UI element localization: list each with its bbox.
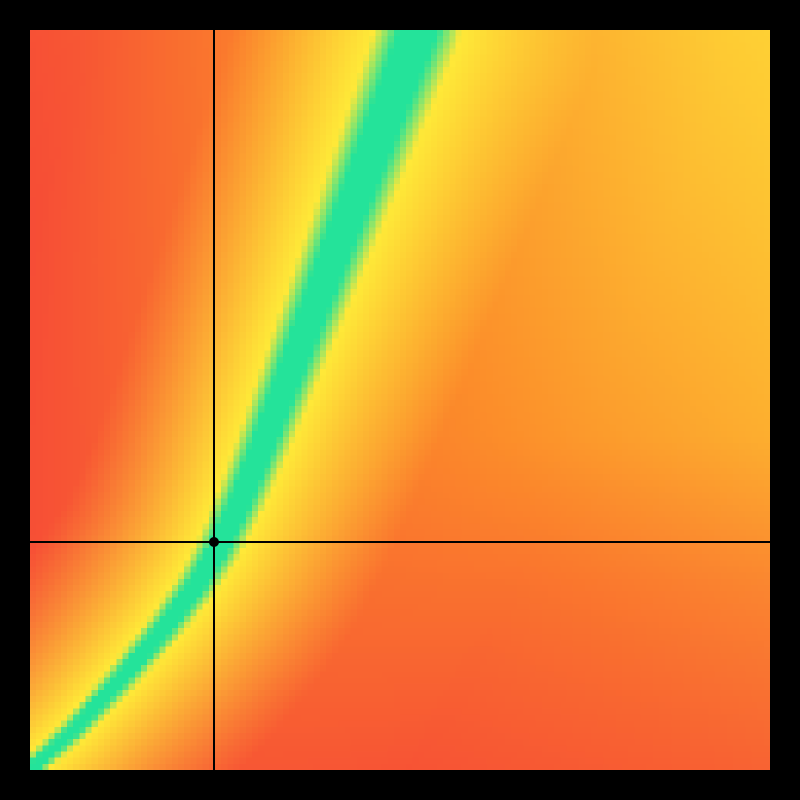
- frame-bar: [770, 0, 800, 800]
- crosshair-marker-dot: [209, 537, 219, 547]
- bottleneck-heatmap: [30, 30, 770, 770]
- frame-bar: [0, 0, 800, 30]
- frame-bar: [0, 0, 30, 800]
- crosshair-vertical: [213, 30, 215, 770]
- frame-bar: [0, 770, 800, 800]
- crosshair-horizontal: [30, 541, 770, 543]
